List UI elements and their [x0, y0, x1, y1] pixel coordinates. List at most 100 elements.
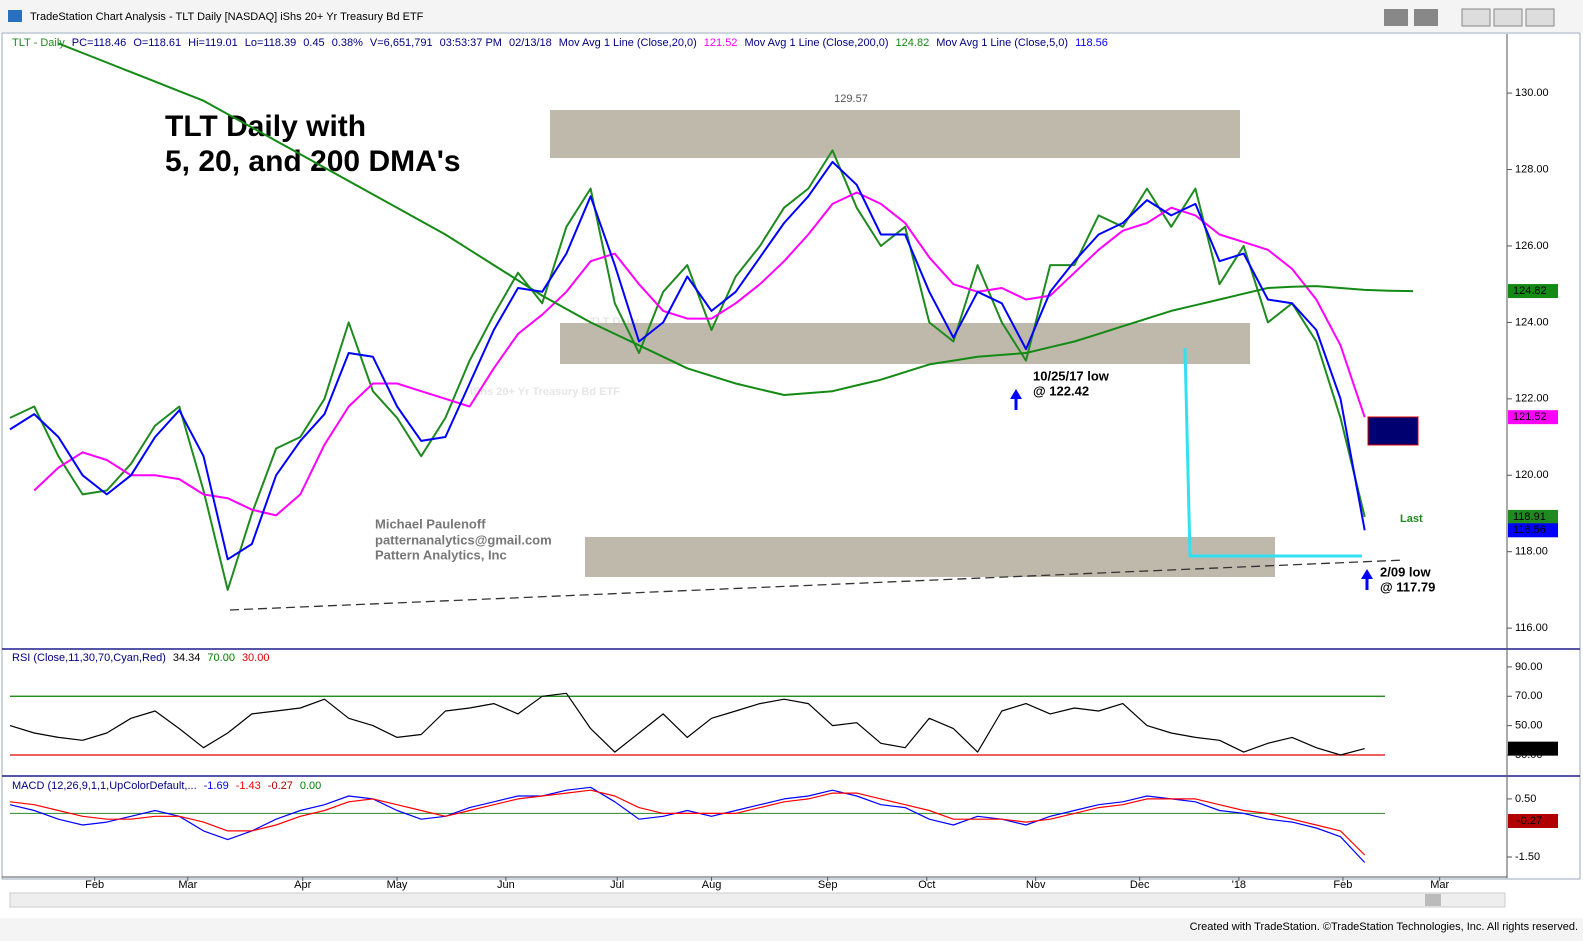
arrow-head — [1361, 569, 1373, 579]
x-tick-label: May — [387, 879, 408, 891]
series-line — [33, 191, 1366, 517]
last-value-label: 121.52 — [1513, 411, 1547, 423]
app-icon — [8, 10, 22, 22]
quote-text: Hi=119.01 — [188, 37, 238, 49]
legend-entry: Mov Avg 1 Line (Close,200,0) — [744, 37, 888, 49]
y-tick-label: 118.00 — [1515, 546, 1548, 558]
legend-symbol: TLT - Daily — [12, 37, 65, 49]
signature: Michael Paulenoff — [375, 516, 486, 531]
x-tick-label: Aug — [702, 879, 722, 891]
last-value-box — [1508, 741, 1558, 756]
status-bar — [0, 918, 1583, 941]
quote-text: 02/13/18 — [509, 37, 552, 49]
annotation: @ 122.42 — [1033, 383, 1089, 398]
series-line — [58, 42, 1414, 396]
series-line — [9, 786, 1366, 863]
minimize-button[interactable] — [1461, 8, 1491, 27]
chart-title: TLT Daily with — [165, 110, 366, 143]
annotation: 2/09 low — [1380, 564, 1431, 579]
annotation: 129.57 — [834, 93, 868, 105]
series-line — [9, 160, 1366, 561]
support-zone — [560, 323, 1250, 364]
y-tick-label: 116.00 — [1515, 622, 1548, 634]
scrollbar[interactable] — [9, 892, 1506, 908]
indicator-name: RSI (Close,11,30,70,Cyan,Red) — [12, 652, 166, 664]
last-value-box — [1508, 523, 1558, 538]
y-tick-label: 130.00 — [1515, 87, 1549, 99]
i-button[interactable] — [1414, 9, 1438, 26]
quote-text: Lo=118.39 — [245, 37, 297, 49]
quote-text: V=6,651,791 — [370, 37, 433, 49]
readout-label: -0.27 — [1517, 815, 1542, 827]
last-value-box — [1508, 410, 1558, 425]
quote-text: 0.38% — [332, 37, 363, 49]
x-tick-label: Jul — [610, 879, 624, 891]
x-tick-label: Oct — [918, 879, 935, 891]
quote-text: 03:53:37 PM — [440, 37, 502, 49]
chart-frame — [1, 32, 1581, 880]
y-tick-label: 70.00 — [1515, 690, 1543, 702]
level-label: 30.00 — [242, 652, 270, 664]
y-tick-label: 126.00 — [1515, 240, 1549, 252]
last-value-label: 118.91 — [1513, 511, 1546, 523]
series-line — [9, 692, 1365, 756]
x-tick-label: Mar — [1430, 879, 1449, 891]
legend-value: 124.82 — [896, 37, 930, 49]
y-tick-label: 124.00 — [1515, 316, 1549, 328]
support-zone — [585, 537, 1275, 577]
quote-text: 0.45 — [303, 37, 324, 49]
signature: Pattern Analytics, Inc — [375, 547, 507, 562]
target-box — [1367, 416, 1419, 446]
y-tick-label: -1.50 — [1515, 851, 1540, 863]
x-tick-label: Dec — [1130, 879, 1150, 891]
legend-value: 121.52 — [704, 37, 738, 49]
s-button[interactable] — [1384, 9, 1408, 26]
series-line — [9, 789, 1366, 856]
indicator-value: -1.43 — [236, 780, 261, 792]
trend-line — [229, 559, 1406, 611]
last-value-box — [1508, 284, 1558, 299]
readout-box — [1508, 814, 1558, 828]
last-value-label: 124.82 — [1513, 285, 1547, 297]
title-bar — [0, 0, 1583, 32]
readout: -0.27 — [268, 780, 293, 792]
close-button[interactable] — [1525, 8, 1555, 27]
series-line — [9, 149, 1366, 591]
x-tick-label: Mar — [178, 879, 197, 891]
x-tick-label: Feb — [1333, 879, 1352, 891]
indicator-value: 34.34 — [173, 652, 201, 664]
last-value-label: 34.34 — [1513, 743, 1541, 755]
annotation: @ 117.79 — [1380, 579, 1435, 594]
x-tick-label: Jun — [497, 879, 515, 891]
legend-value: 118.56 — [1075, 37, 1108, 49]
x-tick-label: Sep — [818, 879, 838, 891]
watermark-name: iShs 20+ Yr Treasury Bd ETF — [470, 386, 620, 398]
measure-line — [1183, 347, 1362, 558]
annotation: Last — [1400, 513, 1423, 525]
y-tick-label: 122.00 — [1515, 393, 1549, 405]
legend-entry: Mov Avg 1 Line (Close,20,0) — [559, 37, 697, 49]
y-tick-label: 90.00 — [1515, 661, 1543, 673]
window-title: TradeStation Chart Analysis - TLT Daily … — [30, 11, 424, 23]
quote-text: PC=118.46 — [72, 37, 127, 49]
last-value-label: 118.56 — [1513, 524, 1546, 536]
arrow-head — [1010, 389, 1022, 399]
annotation: 10/25/17 low — [1033, 368, 1110, 383]
x-tick-label: Apr — [294, 879, 311, 891]
quote-text: O=118.61 — [133, 37, 181, 49]
legend-entry: Mov Avg 1 Line (Close,5,0) — [936, 37, 1068, 49]
footer: Created with TradeStation. ©TradeStation… — [1190, 921, 1578, 933]
y-tick-label: 120.00 — [1515, 469, 1549, 481]
indicator-name: MACD (12,26,9,1,1,UpColorDefault,... — [12, 780, 197, 792]
x-tick-label: Feb — [85, 879, 104, 891]
maximize-button[interactable] — [1493, 8, 1523, 27]
scroll-thumb[interactable] — [1425, 894, 1441, 906]
y-tick-label: 0.50 — [1515, 793, 1536, 805]
resistance-zone — [550, 110, 1240, 158]
y-tick-label: 128.00 — [1515, 163, 1549, 175]
y-tick-label: 50.00 — [1515, 720, 1543, 732]
readout: 0.00 — [300, 780, 321, 792]
last-value-box — [1508, 509, 1558, 524]
x-tick-label: '18 — [1232, 879, 1246, 891]
